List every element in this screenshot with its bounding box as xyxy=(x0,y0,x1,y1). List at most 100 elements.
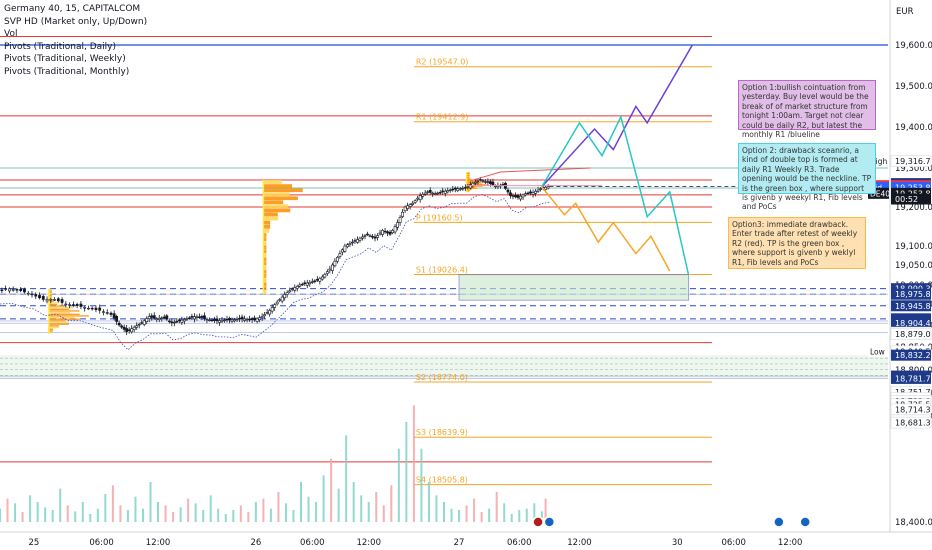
legend: Germany 40, 15, CAPITALCOM SVP HD (Marke… xyxy=(4,3,147,78)
candle-body xyxy=(476,180,480,183)
pivot-label: S2 (18774.0) xyxy=(416,373,468,382)
candle-body xyxy=(418,195,422,200)
volume-bar xyxy=(21,512,24,522)
volume-bar xyxy=(202,510,205,522)
candle-body xyxy=(320,276,324,280)
candle-body xyxy=(328,268,332,271)
candle-body xyxy=(509,192,512,196)
candle-body xyxy=(494,185,497,188)
volume-profile-27 xyxy=(466,179,474,182)
volume-bar xyxy=(254,502,257,522)
volume-bar xyxy=(458,510,461,522)
legend-indicator-svp[interactable]: SVP HD (Market only, Up/Down) xyxy=(4,16,148,27)
double-top-sketch xyxy=(470,167,591,182)
candle-body xyxy=(539,188,542,190)
candle-body xyxy=(290,288,294,290)
legend-indicator-vol[interactable]: Vol xyxy=(4,29,18,39)
volume-profile-26 xyxy=(263,245,267,250)
axis-tag-bg xyxy=(868,187,889,199)
volume-bar xyxy=(510,514,513,522)
volume-profile-26 xyxy=(263,180,282,184)
candle-body xyxy=(441,190,445,193)
candle-body xyxy=(473,181,477,184)
candle-body xyxy=(125,328,129,332)
volume-profile-26 xyxy=(263,286,267,291)
annotation-option-3[interactable]: Option3: immediate drawback. Enter trade… xyxy=(728,217,866,269)
volume-profile-27 xyxy=(466,190,470,192)
volume-bar xyxy=(480,512,483,522)
volume-bar xyxy=(217,508,220,522)
volume-bar xyxy=(14,503,17,522)
candle-body xyxy=(34,294,38,297)
annotation-option-2[interactable]: Option 2: drawback sceanrio, a kind of d… xyxy=(738,143,876,211)
volume-bar xyxy=(518,510,521,522)
volume-profile-27 xyxy=(466,189,472,191)
price-label-bg xyxy=(890,155,932,167)
volume-profile-27 xyxy=(466,174,470,177)
event-marker xyxy=(543,516,556,528)
candle-body xyxy=(478,179,482,181)
volume-bar xyxy=(51,510,54,522)
volume-profile-26 xyxy=(263,184,293,189)
candle-body xyxy=(278,299,282,301)
sr-zone xyxy=(0,355,888,379)
volume-profile-26 xyxy=(263,257,267,262)
candle-body xyxy=(361,236,364,239)
candle-body xyxy=(109,312,113,315)
candle-body xyxy=(285,292,289,295)
candle-body xyxy=(305,282,309,286)
candle-body xyxy=(481,180,485,182)
volume-bar xyxy=(164,505,167,522)
legend-symbol[interactable]: Germany 40, 15, CAPITALCOM xyxy=(4,4,141,14)
volume-bar xyxy=(0,508,1,522)
legend-indicator-pivots-daily[interactable]: Pivots (Traditional, Daily) xyxy=(4,41,117,52)
volume-profile-27 xyxy=(466,172,470,174)
pivot-label: R1 (19412.9) xyxy=(416,113,469,122)
annotation-option-1[interactable]: Option 1:bullish cointuation from yester… xyxy=(738,80,876,139)
candle-body xyxy=(288,290,292,293)
volume-bar xyxy=(540,511,543,522)
price-label-bg xyxy=(891,372,931,384)
volume-bar xyxy=(36,502,39,522)
candle-body xyxy=(172,321,176,324)
candle-body xyxy=(371,236,374,238)
axis-tag: High xyxy=(870,157,887,166)
volume-bar xyxy=(544,498,547,522)
volume-bar xyxy=(29,495,32,522)
volume-bar xyxy=(194,503,197,522)
price-label-bg xyxy=(891,300,931,312)
candle-body xyxy=(15,289,19,291)
volume-bar xyxy=(450,508,453,522)
legend-indicator-pivots-weekly[interactable]: Pivots (Traditional, Weekly) xyxy=(4,54,126,64)
candle-body xyxy=(182,319,186,322)
scenario-path-2 xyxy=(541,114,690,276)
candle-body xyxy=(127,329,131,331)
candle-body xyxy=(501,184,505,186)
price-series xyxy=(0,177,550,351)
candle-body xyxy=(160,317,164,319)
y-tick-label: 19,400.000 xyxy=(895,123,932,133)
candle-body xyxy=(270,307,274,312)
candle-body xyxy=(167,320,171,323)
y-tick-label: 19,500.000 xyxy=(895,82,932,92)
candle-body xyxy=(408,204,412,207)
candle-body xyxy=(423,192,427,195)
volume-profile-27 xyxy=(466,191,470,193)
x-tick-label: 26 xyxy=(250,538,261,548)
price-label-bg xyxy=(891,283,931,295)
legend-indicator-pivots-monthly[interactable]: Pivots (Traditional, Monthly) xyxy=(4,66,130,77)
x-tick-label: 06:00 xyxy=(89,538,114,548)
candle-body xyxy=(265,312,269,314)
candle-body xyxy=(333,260,337,267)
volume-bar xyxy=(277,492,280,522)
candle-body xyxy=(456,188,460,191)
volume-profile-27 xyxy=(466,175,470,177)
price-label: 18,781.7 xyxy=(895,374,931,383)
volume-bar xyxy=(59,488,62,522)
volume-profile-25 xyxy=(48,307,74,309)
candle-body xyxy=(335,257,339,262)
volume-profile-26 xyxy=(263,290,267,295)
price-label: 18,714.3 xyxy=(895,405,931,414)
price-label-bg xyxy=(891,317,931,329)
